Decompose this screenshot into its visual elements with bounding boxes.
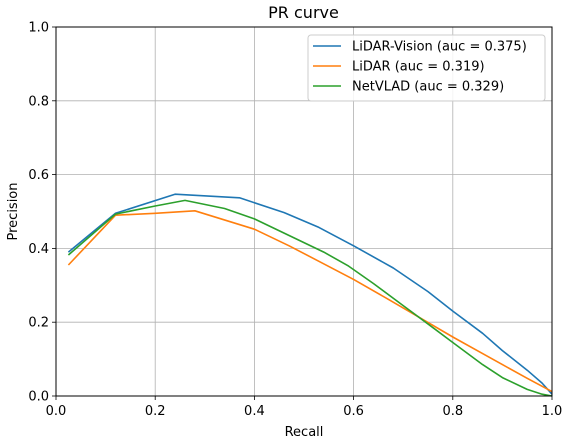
y-tick-label: 1.0: [28, 21, 49, 36]
x-tick-label: 0.6: [343, 404, 364, 419]
legend-box: [307, 34, 546, 102]
y-tick-label: 0.8: [28, 94, 49, 109]
series-lines: [67, 193, 553, 397]
y-tick-label: 0.0: [28, 390, 49, 405]
plot-frame: [55, 26, 553, 397]
y-axis-label: Precision: [6, 182, 21, 240]
x-tick-label: 0.8: [442, 404, 463, 419]
x-axis-label: Recall: [285, 425, 324, 440]
x-tick-label: 0.2: [145, 404, 166, 419]
series-line-netvlad: [67, 199, 553, 397]
y-tick-label: 0.4: [28, 242, 49, 257]
legend: LiDAR-Vision (auc = 0.375) LiDAR (auc = 0…: [307, 34, 546, 102]
y-tick-label: 0.6: [28, 168, 49, 183]
series-line-lidar-vision: [67, 193, 553, 395]
y-tick-label: 0.2: [28, 316, 49, 331]
legend-label-netvlad: NetVLAD (auc = 0.329): [352, 80, 504, 95]
x-tick-label: 0.4: [244, 404, 265, 419]
legend-label-lidar: LiDAR (auc = 0.319): [352, 60, 485, 75]
series-line-lidar: [67, 210, 553, 393]
legend-label-lidar-vision: LiDAR-Vision (auc = 0.375): [352, 40, 527, 55]
axis-ticks: 0.0 0.2 0.4 0.6 0.8 1.0 0.0 0.2 0.4 0.6 0.8 1.0: [28, 21, 562, 420]
x-tick-label: 1.0: [542, 404, 563, 419]
x-tick-label: 0.0: [46, 404, 67, 419]
chart-title: PR curve: [268, 3, 339, 22]
